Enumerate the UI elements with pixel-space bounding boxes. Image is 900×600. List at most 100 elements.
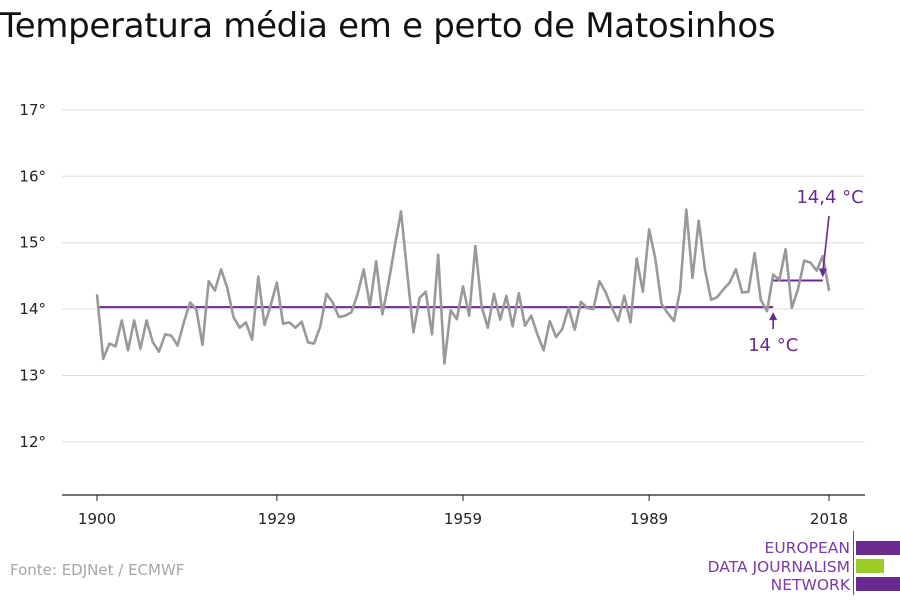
data-point [344,314,346,317]
edjnet-logo: EUROPEAN DATA JOURNALISM NETWORK [690,531,900,596]
data-point [654,257,657,260]
data-point [319,325,322,328]
data-point [580,300,582,303]
data-point [518,292,520,294]
data-point [455,318,458,320]
data-point [176,344,179,347]
data-point [666,312,669,314]
data-point [263,324,266,326]
data-point [443,362,446,365]
data-point [604,291,607,294]
data-point [96,293,98,296]
data-point [592,308,595,310]
data-point [102,358,105,360]
data-point [145,319,148,322]
logo-bar-1 [856,541,900,555]
data-point [300,320,303,323]
data-point [828,289,830,292]
data-point [480,305,483,308]
data-point [753,252,756,255]
data-point [474,245,477,247]
data-point [362,268,365,271]
data-point [431,333,433,336]
y-tick-label: 17° [19,101,46,119]
data-point [331,301,334,304]
data-point [821,255,824,257]
data-point [189,301,191,304]
temperature-points [96,208,830,365]
data-point [387,281,390,284]
data-point [238,326,241,329]
data-point [114,345,117,348]
data-point [524,324,526,327]
data-point [207,280,210,283]
data-point [294,326,297,329]
data-point [350,311,353,314]
data-point [282,322,284,325]
data-point [133,319,136,322]
data-point [741,291,743,294]
data-point [313,342,315,345]
data-point [245,321,247,324]
data-point [424,291,427,293]
annotation-arrow-14-4 [822,215,830,273]
data-point [121,319,123,322]
data-point [747,291,750,293]
data-point [803,259,805,262]
chart-title: Temperatura média em e perto de Matosinh… [0,6,776,46]
data-point [412,331,415,334]
x-tick-label: 1959 [444,510,482,528]
data-point [716,296,719,298]
y-tick-label: 12° [19,433,46,451]
data-point [269,304,272,306]
data-point [152,341,154,344]
data-point [226,287,229,289]
y-tick-label: 13° [19,366,46,384]
data-point [685,208,688,211]
gridlines [62,109,865,443]
source-note: Fonte: EDJNet / ECMWF [10,561,185,579]
y-axis-tick-labels: 12° 13° 14° 15° 16° 17° [19,101,46,451]
data-point [679,289,681,292]
data-point [505,295,508,297]
y-tick-label: 15° [19,234,46,252]
data-point [772,273,774,276]
data-point [623,295,626,297]
logo-separator [853,531,854,595]
data-point [183,321,185,324]
data-point [629,321,632,324]
data-point [251,338,253,341]
data-point [449,309,452,312]
data-point [195,308,198,310]
data-point [561,328,564,330]
data-point [164,333,167,336]
data-point [635,257,638,260]
data-point [704,268,706,271]
data-point [214,289,216,292]
x-tick-label: 2018 [810,510,848,528]
data-point [499,318,502,321]
data-point [511,325,514,328]
logo-bar-3 [856,577,900,591]
data-point [201,344,204,346]
annotation-arrowhead-14-4 [818,268,827,278]
data-point [722,288,725,290]
annotation-label-14: 14 °C [748,335,798,356]
data-point [797,288,799,290]
data-point [356,293,359,296]
x-axis: 1900 1929 1959 1989 2018 [62,494,865,528]
data-point [437,253,439,256]
data-point [325,293,328,295]
data-point [697,219,700,222]
data-point [648,228,650,231]
data-point [108,342,111,345]
data-point [691,277,694,279]
data-point [586,306,588,309]
data-point [139,348,142,350]
data-point [530,314,533,317]
data-point [369,304,371,307]
annotation-arrowhead-14 [769,312,778,321]
data-point [611,306,613,309]
data-point [257,275,260,278]
data-point [232,316,235,318]
